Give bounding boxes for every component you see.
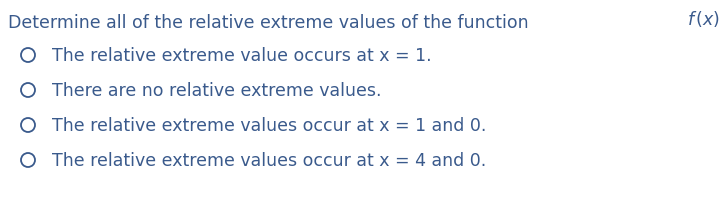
Text: The relative extreme value occurs at x = 1.: The relative extreme value occurs at x =… [52, 47, 431, 65]
Text: The relative extreme values occur at x = 4 and 0.: The relative extreme values occur at x =… [52, 152, 486, 170]
Text: Determine all of the relative extreme values of the function: Determine all of the relative extreme va… [8, 14, 534, 32]
Text: The relative extreme values occur at x = 1 and 0.: The relative extreme values occur at x =… [52, 117, 487, 135]
Text: $f\,(x) = 2\sqrt{x} - x$: $f\,(x) = 2\sqrt{x} - x$ [687, 9, 720, 30]
Text: There are no relative extreme values.: There are no relative extreme values. [52, 82, 382, 100]
